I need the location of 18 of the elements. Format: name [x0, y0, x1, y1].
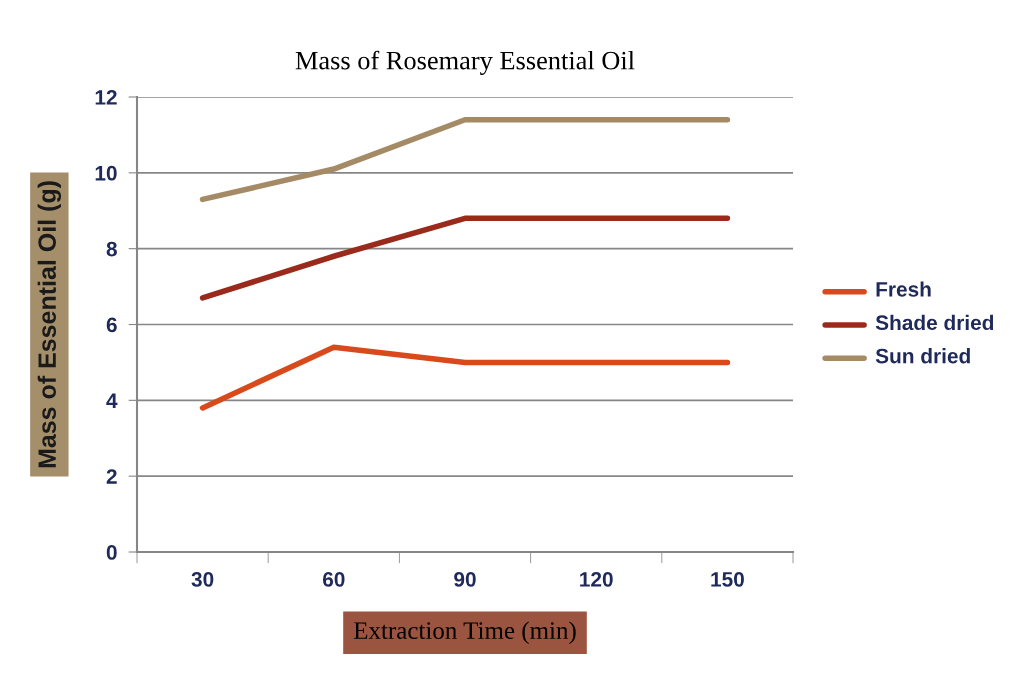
x-tick-label: 90 — [454, 571, 476, 587]
y-tick-label: 2 — [106, 469, 117, 484]
y-axis-title: Mass of Essential Oil (g) — [37, 181, 62, 468]
x-axis-title: Extraction Time (min) — [353, 621, 576, 645]
legend-label: Shade dried — [875, 314, 994, 331]
y-tick-label: 12 — [95, 90, 117, 105]
x-tick-label: 120 — [580, 571, 613, 587]
y-tick-label: 6 — [106, 317, 117, 333]
legend-label: Sun dried — [875, 348, 970, 364]
chart-title: Mass of Rosemary Essential Oil — [295, 50, 635, 75]
x-tick-label: 150 — [711, 571, 744, 587]
y-tick-label: 8 — [106, 241, 117, 257]
legend-label: Fresh — [876, 281, 931, 297]
y-tick-label: 0 — [106, 545, 117, 560]
x-tick-label: 30 — [191, 571, 214, 587]
x-tick-label: 60 — [322, 571, 345, 587]
y-tick-label: 4 — [106, 393, 118, 408]
y-tick-label: 10 — [95, 165, 117, 181]
